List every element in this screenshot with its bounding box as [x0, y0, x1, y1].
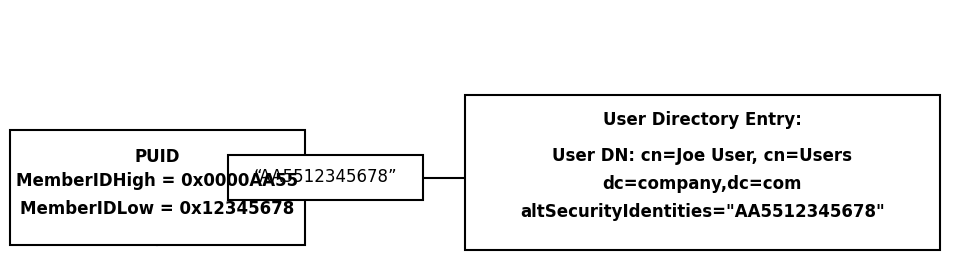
Text: PUID: PUID — [134, 148, 180, 166]
Text: dc=company,dc=com: dc=company,dc=com — [602, 175, 801, 193]
Text: User DN: cn=Joe User, cn=Users: User DN: cn=Joe User, cn=Users — [552, 147, 852, 165]
Text: altSecurityIdentities="AA5512345678": altSecurityIdentities="AA5512345678" — [519, 203, 884, 221]
Bar — [464, 95, 939, 250]
Text: MemberIDHigh = 0x0000AA55: MemberIDHigh = 0x0000AA55 — [16, 172, 298, 190]
Bar — [10, 130, 305, 245]
Text: User Directory Entry:: User Directory Entry: — [602, 111, 801, 129]
Text: “AA5512345678”: “AA5512345678” — [253, 168, 396, 187]
Bar — [228, 155, 422, 200]
Text: MemberIDLow = 0x12345678: MemberIDLow = 0x12345678 — [20, 200, 294, 218]
